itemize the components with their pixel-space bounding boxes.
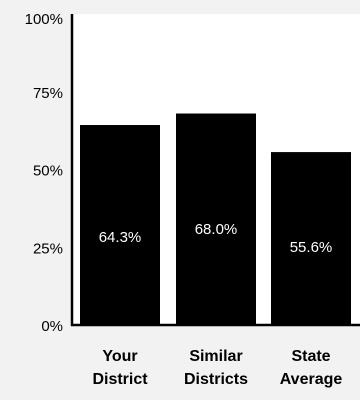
bar-1	[176, 113, 256, 326]
y-tick-label: 75%	[33, 85, 63, 102]
y-tick-label: 50%	[33, 163, 63, 180]
y-tick-label: 25%	[33, 240, 63, 257]
category-label: State	[291, 348, 330, 365]
data-label-1: 68.0%	[195, 221, 238, 238]
y-tick-label: 100%	[25, 11, 63, 28]
category-label: Your	[102, 348, 137, 365]
y-tick-label: 0%	[41, 318, 63, 335]
data-label-2: 55.6%	[290, 239, 333, 256]
category-label: Similar	[189, 348, 242, 365]
category-label: District	[92, 371, 148, 388]
category-label: Average	[280, 371, 343, 388]
bar-2	[271, 152, 351, 325]
data-label-0: 64.3%	[99, 229, 142, 246]
bar-0	[80, 125, 160, 325]
category-label: Districts	[184, 371, 248, 388]
